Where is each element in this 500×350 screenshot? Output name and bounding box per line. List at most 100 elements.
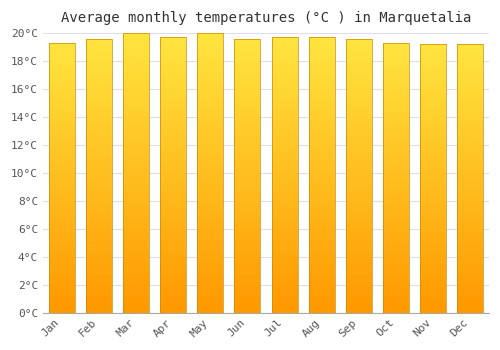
Bar <box>160 164 186 169</box>
Bar <box>197 234 223 240</box>
Bar <box>420 184 446 189</box>
Bar <box>160 268 186 274</box>
Bar <box>346 66 372 72</box>
Bar <box>48 275 74 280</box>
Bar <box>86 38 112 44</box>
Bar <box>383 54 409 59</box>
Bar <box>308 268 334 274</box>
Bar <box>48 302 74 307</box>
Bar <box>420 162 446 168</box>
Bar <box>420 232 446 238</box>
Bar <box>420 152 446 157</box>
Bar <box>160 109 186 114</box>
Bar <box>160 208 186 213</box>
Bar <box>458 119 483 125</box>
Bar <box>123 83 149 89</box>
Bar <box>272 301 297 307</box>
Bar <box>346 71 372 77</box>
Bar <box>48 70 74 75</box>
Bar <box>86 285 112 291</box>
Bar <box>272 241 297 247</box>
Bar <box>160 114 186 120</box>
Bar <box>160 197 186 203</box>
Bar <box>346 99 372 105</box>
Bar <box>123 178 149 184</box>
Bar <box>346 274 372 280</box>
Bar <box>308 230 334 236</box>
Bar <box>346 268 372 274</box>
Bar <box>48 118 74 124</box>
Bar <box>160 252 186 258</box>
Bar <box>420 82 446 87</box>
Bar <box>234 197 260 203</box>
Bar <box>123 245 149 251</box>
Bar <box>458 275 483 280</box>
Bar <box>197 61 223 67</box>
Bar <box>123 55 149 61</box>
Bar <box>383 113 409 119</box>
Bar <box>160 48 186 54</box>
Bar <box>458 108 483 114</box>
Bar <box>308 59 334 65</box>
Bar <box>383 302 409 307</box>
Bar <box>160 76 186 82</box>
Bar <box>420 130 446 135</box>
Bar <box>160 65 186 70</box>
Bar <box>420 248 446 254</box>
Bar <box>197 251 223 257</box>
Bar <box>383 269 409 275</box>
Bar <box>346 197 372 203</box>
Bar <box>458 205 483 211</box>
Bar <box>272 307 297 313</box>
Bar <box>308 147 334 153</box>
Bar <box>383 215 409 221</box>
Bar <box>86 137 112 143</box>
Bar <box>308 180 334 186</box>
Bar <box>48 167 74 173</box>
Bar <box>272 175 297 181</box>
Bar <box>123 161 149 167</box>
Bar <box>48 183 74 189</box>
Bar <box>272 296 297 302</box>
Bar <box>308 274 334 280</box>
Bar <box>197 33 223 39</box>
Bar <box>272 186 297 191</box>
Bar <box>346 203 372 209</box>
Bar <box>197 217 223 223</box>
Bar <box>383 221 409 226</box>
Bar <box>48 264 74 270</box>
Bar <box>123 33 149 39</box>
Bar <box>234 241 260 247</box>
Bar <box>48 307 74 313</box>
Bar <box>86 159 112 165</box>
Bar <box>86 115 112 121</box>
Bar <box>123 290 149 296</box>
Bar <box>48 54 74 59</box>
Bar <box>48 43 74 48</box>
Bar <box>420 307 446 313</box>
Bar <box>160 301 186 307</box>
Bar <box>420 135 446 141</box>
Bar <box>160 307 186 313</box>
Bar <box>160 169 186 175</box>
Bar <box>86 93 112 99</box>
Bar <box>420 60 446 66</box>
Bar <box>383 86 409 92</box>
Bar <box>160 186 186 191</box>
Bar <box>383 253 409 259</box>
Bar <box>458 44 483 313</box>
Bar <box>346 121 372 126</box>
Bar <box>272 252 297 258</box>
Bar <box>123 229 149 235</box>
Bar <box>234 181 260 187</box>
Bar <box>272 136 297 142</box>
Bar <box>272 37 297 313</box>
Bar <box>48 242 74 248</box>
Bar <box>86 181 112 187</box>
Bar <box>272 114 297 120</box>
Bar <box>420 178 446 184</box>
Bar <box>272 147 297 153</box>
Bar <box>197 229 223 235</box>
Bar <box>234 38 260 44</box>
Bar <box>48 280 74 286</box>
